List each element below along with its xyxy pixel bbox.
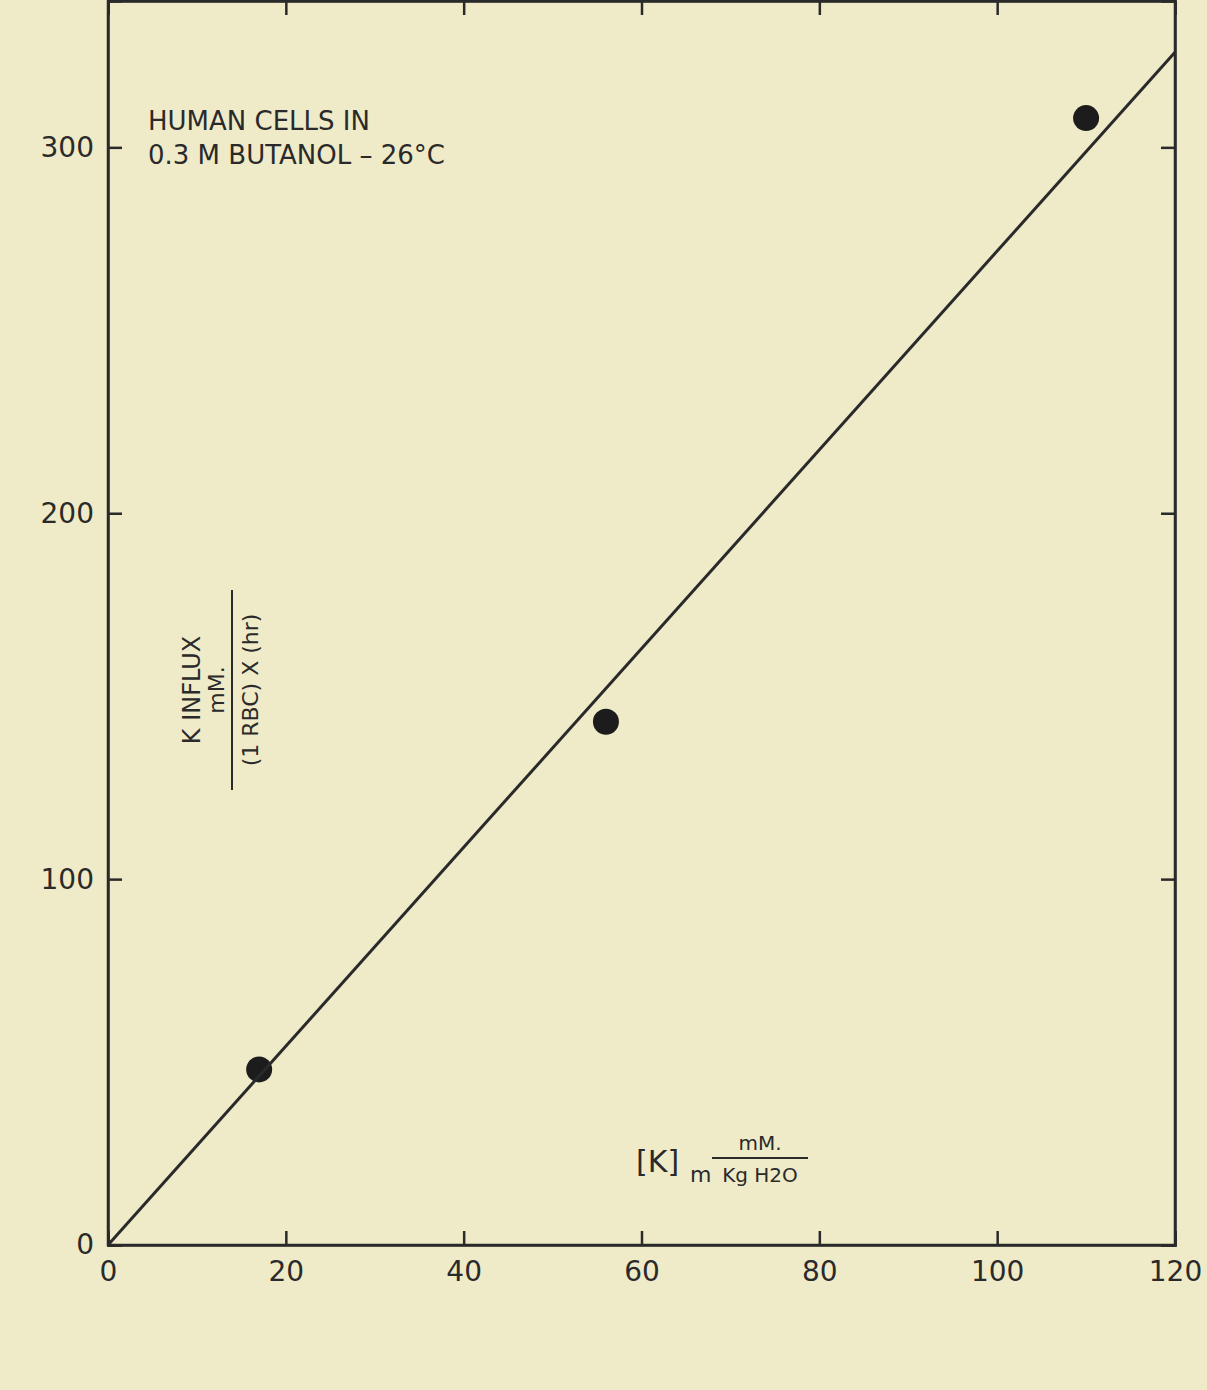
tick-label: 300 [41, 131, 94, 164]
tick-mark [1161, 1244, 1175, 1247]
plot-frame [108, 1, 1175, 1245]
tick-mark [996, 1231, 999, 1245]
tick-label: 20 [269, 1255, 305, 1288]
tick [1161, 879, 1175, 880]
x-label-part: Kg H2O [722, 1163, 798, 1187]
tick-mark [463, 1, 466, 15]
tick-mark [641, 1, 644, 15]
tick-mark [108, 878, 122, 881]
tick: 100 [41, 863, 122, 896]
data-point [246, 1056, 272, 1082]
tick: 300 [41, 131, 122, 164]
y-label: K INFLUXmM. (1 RBC) X (hr) [178, 590, 263, 790]
tick-mark [819, 1231, 822, 1245]
y-label-line: (1 RBC) X (hr) [238, 614, 263, 767]
y-axis-right [1161, 2, 1176, 1246]
y-label-line: mM. [204, 666, 229, 713]
tick-mark [285, 1, 288, 15]
fraction-bar [231, 590, 233, 790]
axis-line [109, 1231, 1176, 1246]
tick-label: 40 [446, 1255, 482, 1288]
tick [1161, 147, 1175, 148]
x-axis: 0 20 40 60 80 100 120 [100, 1231, 1203, 1288]
fraction-bar [712, 1157, 808, 1159]
tick-mark [108, 147, 122, 150]
x-label-part: [K] [636, 1144, 679, 1179]
tick-mark [1161, 512, 1175, 515]
data-point [1073, 105, 1099, 131]
tick-mark [285, 1231, 288, 1245]
tick-mark [1161, 147, 1175, 150]
tick: 0 [76, 1228, 122, 1261]
tick [1161, 1245, 1175, 1246]
axis-line [1161, 2, 1176, 1246]
axis-line [109, 2, 123, 1246]
tick-label: 0 [76, 1228, 94, 1261]
tick: 100 [971, 1231, 1024, 1288]
tick [464, 1, 465, 15]
data-point [593, 709, 619, 735]
tick-label: 120 [1149, 1255, 1202, 1288]
axis-line [109, 2, 1176, 16]
background [0, 0, 1207, 1390]
tick: 200 [41, 497, 122, 530]
x-label: [K] m mM. Kg H2O [636, 1131, 808, 1187]
tick-mark [463, 1231, 466, 1245]
y-label-line: K INFLUX [178, 636, 206, 744]
y-axis: 0 100 200 300 [41, 2, 122, 1262]
x-label-subscript: m [690, 1162, 711, 1187]
tick-label: 80 [802, 1255, 838, 1288]
tick-label: 100 [41, 863, 94, 896]
tick: 80 [802, 1231, 838, 1288]
tick-label: 100 [971, 1255, 1024, 1288]
tick-mark [108, 512, 122, 515]
tick-label: 200 [41, 497, 94, 530]
tick-label: 60 [624, 1255, 660, 1288]
tick: 60 [624, 1231, 660, 1288]
tick-mark [1161, 878, 1175, 881]
tick [997, 1, 998, 15]
x-axis-top [109, 1, 1176, 15]
annotation: HUMAN CELLS IN [148, 106, 370, 136]
tick-label: 0 [100, 1255, 118, 1288]
tick [642, 1, 643, 15]
tick-mark [819, 1, 822, 15]
tick-mark [996, 1, 999, 15]
x-label-part: mM. [738, 1131, 781, 1155]
tick [1161, 513, 1175, 514]
plot-area [108, 52, 1175, 1245]
tick: 40 [446, 1231, 482, 1288]
tick: 20 [269, 1231, 305, 1288]
tick [286, 1, 287, 15]
fit-line [108, 52, 1175, 1245]
tick-mark [641, 1231, 644, 1245]
annotation: 0.3 M BUTANOL – 26°C [148, 140, 445, 170]
tick [819, 1, 820, 15]
